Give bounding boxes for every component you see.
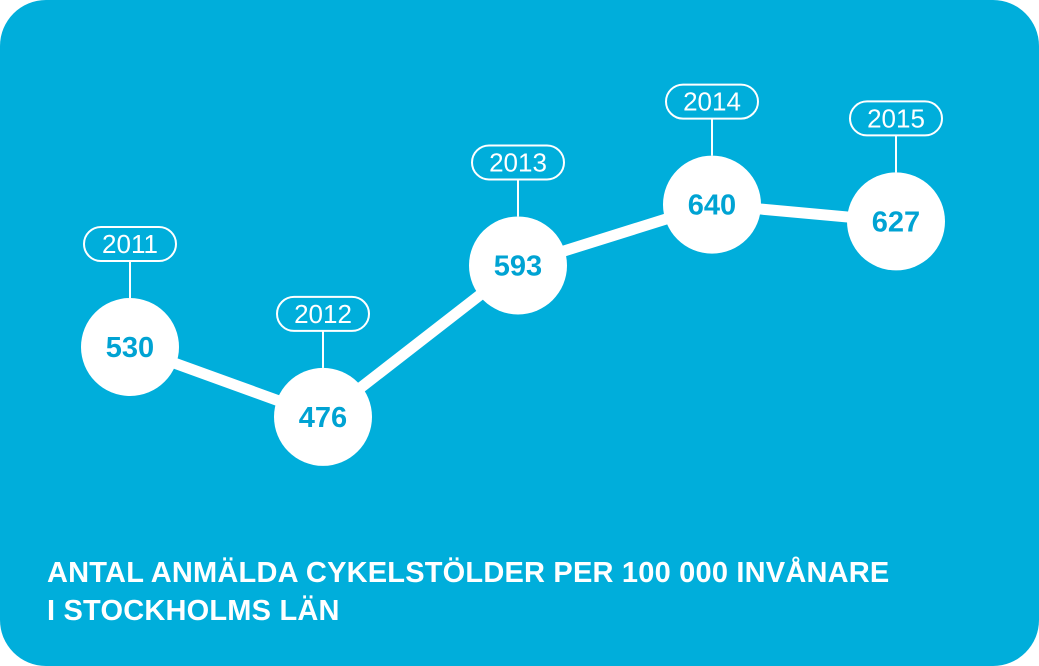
data-label: 476 (299, 402, 347, 434)
data-label: 627 (872, 206, 920, 238)
data-point (274, 367, 372, 466)
x-tick-label: 2015 (867, 103, 925, 133)
x-tick-label: 2013 (489, 147, 547, 177)
data-point (847, 172, 945, 271)
data-point (663, 155, 761, 254)
data-point (469, 216, 567, 315)
x-tick-label: 2011 (102, 229, 158, 259)
chart-title: ANTAL ANMÄLDA CYKELSTÖLDER PER 100 000 I… (47, 554, 1027, 630)
year-tag-pill (849, 100, 943, 137)
data-label: 530 (106, 332, 154, 364)
chart-title-line-2: I STOCKHOLMS LÄN (47, 595, 340, 627)
chart-title-line-1: ANTAL ANMÄLDA CYKELSTÖLDER PER 100 000 I… (47, 557, 890, 589)
year-tag-pill (83, 226, 177, 262)
year-tag-pill (665, 83, 759, 120)
data-label: 593 (494, 250, 542, 282)
year-tag-pill (276, 295, 370, 332)
x-tick-label: 2014 (683, 87, 741, 117)
year-tag-pill (471, 144, 565, 181)
data-label: 640 (688, 190, 736, 222)
x-tick-label: 2012 (294, 299, 352, 329)
data-point (81, 298, 179, 396)
